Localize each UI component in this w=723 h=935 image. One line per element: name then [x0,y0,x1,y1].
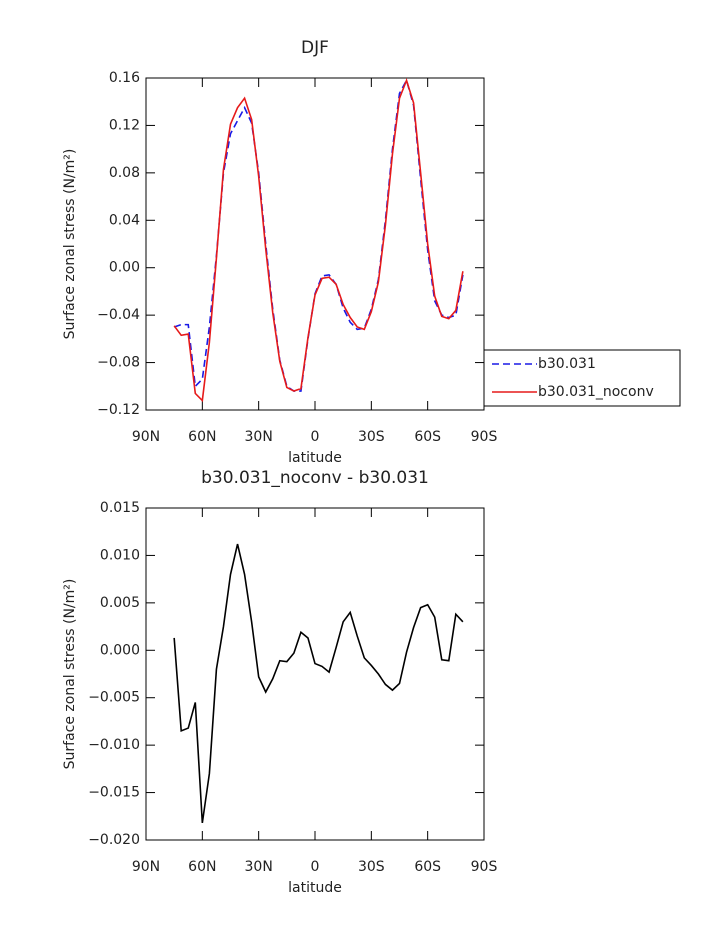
y-tick-label: 0.015 [100,500,140,516]
y-tick-label: 0.04 [109,212,140,228]
legend-label: b30.031_noconv [538,384,654,400]
y-axis-label: Surface zonal stress (N/m²) [62,579,78,770]
x-axis-label: latitude [288,450,342,466]
x-tick-label: 0 [311,859,320,875]
y-tick-label: 0.010 [100,547,140,563]
y-tick-label: −0.08 [97,355,140,371]
x-tick-label: 90N [132,429,160,445]
x-tick-label: 60S [414,859,441,875]
y-tick-label: −0.04 [97,307,140,323]
x-tick-label: 90S [471,429,498,445]
y-tick-label: −0.015 [88,785,140,801]
chart-title: DJF [301,38,329,58]
y-tick-label: 0.12 [109,117,140,133]
x-tick-label: 60N [188,859,216,875]
y-tick-label: −0.010 [88,737,140,753]
x-tick-label: 30S [358,429,385,445]
x-axis-label: latitude [288,880,342,896]
x-tick-label: 30N [245,859,273,875]
data-line [173,543,464,824]
legend-label: b30.031 [538,356,596,372]
y-tick-label: 0.00 [109,260,140,276]
series-line [173,77,464,403]
y-tick-label: 0.000 [100,642,140,658]
y-tick-label: 0.005 [100,595,140,611]
x-tick-label: 90S [471,859,498,875]
y-tick-label: −0.020 [88,832,140,848]
legend-box [483,349,681,407]
x-tick-label: 0 [311,429,320,445]
x-tick-label: 60N [188,429,216,445]
plot-frame [145,507,485,841]
y-tick-label: 0.16 [109,70,140,86]
y-tick-label: −0.12 [97,402,140,418]
x-tick-label: 90N [132,859,160,875]
chart-title: b30.031_noconv - b30.031 [201,468,429,488]
x-tick-label: 60S [414,429,441,445]
x-tick-label: 30S [358,859,385,875]
y-axis-label: Surface zonal stress (N/m²) [62,149,78,340]
y-tick-label: 0.08 [109,165,140,181]
y-tick-label: −0.005 [88,690,140,706]
plot-frame [145,77,485,411]
x-tick-label: 30N [245,429,273,445]
